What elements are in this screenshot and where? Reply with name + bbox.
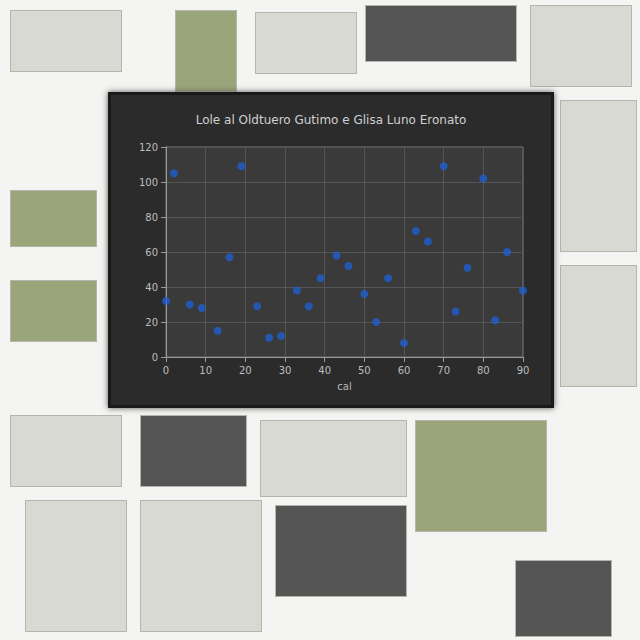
svg-text:40: 40 <box>145 282 158 293</box>
svg-text:70: 70 <box>437 365 450 376</box>
svg-text:0: 0 <box>152 352 158 363</box>
svg-text:80: 80 <box>477 365 490 376</box>
svg-text:cal: cal <box>337 381 351 392</box>
svg-text:Lole al Oldtuero Gutimo e Glis: Lole al Oldtuero Gutimo e Glisa Luno Ero… <box>196 113 467 127</box>
svg-text:0: 0 <box>163 365 169 376</box>
svg-text:60: 60 <box>398 365 411 376</box>
svg-text:20: 20 <box>145 317 158 328</box>
svg-text:30: 30 <box>279 365 292 376</box>
svg-text:60: 60 <box>145 247 158 258</box>
svg-text:40: 40 <box>318 365 331 376</box>
svg-text:90: 90 <box>517 365 530 376</box>
svg-text:50: 50 <box>358 365 371 376</box>
svg-text:80: 80 <box>145 212 158 223</box>
svg-text:120: 120 <box>139 142 158 153</box>
svg-text:100: 100 <box>139 177 158 188</box>
svg-text:10: 10 <box>199 365 212 376</box>
svg-text:20: 20 <box>239 365 252 376</box>
